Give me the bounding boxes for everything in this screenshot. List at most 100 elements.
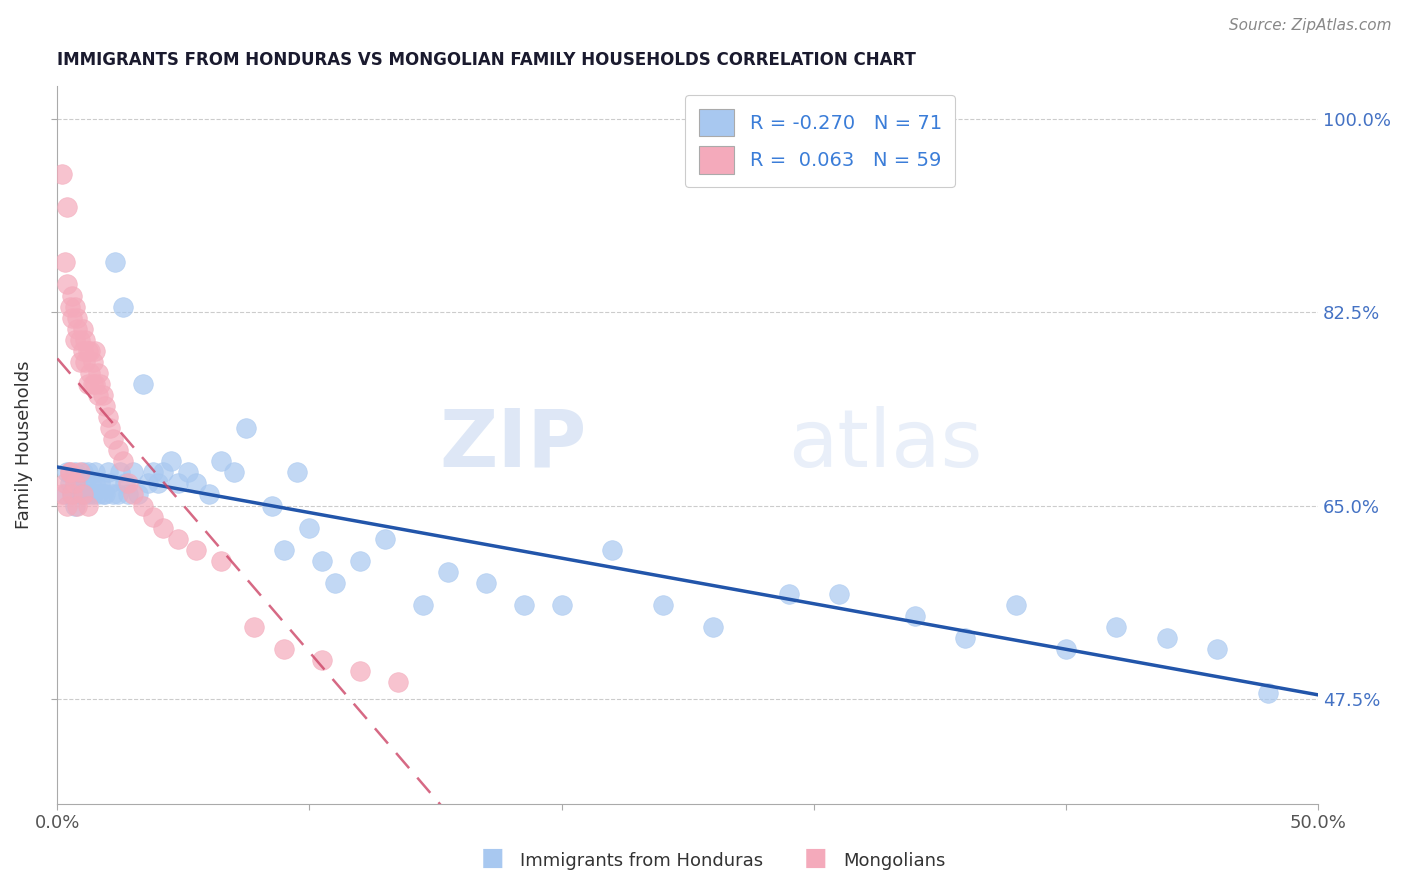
- Point: [1206, 642, 1229, 657]
- Point: [51, 167, 73, 181]
- Point: [63, 476, 86, 491]
- Point: [243, 620, 266, 634]
- Point: [73, 333, 96, 347]
- Point: [98, 421, 121, 435]
- Point: [97, 466, 120, 480]
- Point: [72, 343, 94, 358]
- Point: [79, 476, 101, 491]
- Point: [1257, 686, 1279, 700]
- Point: [51, 487, 73, 501]
- Text: Source: ZipAtlas.com: Source: ZipAtlas.com: [1229, 18, 1392, 33]
- Point: [702, 620, 724, 634]
- Point: [1156, 631, 1178, 645]
- Text: Mongolians: Mongolians: [844, 852, 946, 870]
- Point: [475, 575, 498, 590]
- Point: [59, 466, 82, 480]
- Point: [1105, 620, 1128, 634]
- Point: [1054, 642, 1077, 657]
- Point: [69, 333, 91, 347]
- Text: ■: ■: [481, 846, 503, 870]
- Point: [222, 466, 245, 480]
- Point: [94, 399, 117, 413]
- Point: [72, 466, 94, 480]
- Point: [69, 355, 91, 369]
- Point: [122, 466, 145, 480]
- Point: [349, 554, 371, 568]
- Point: [114, 476, 136, 491]
- Point: [86, 388, 108, 402]
- Point: [59, 466, 82, 480]
- Point: [311, 554, 333, 568]
- Point: [142, 466, 165, 480]
- Point: [828, 587, 851, 601]
- Text: atlas: atlas: [789, 406, 983, 483]
- Point: [56, 466, 79, 480]
- Point: [152, 466, 174, 480]
- Point: [953, 631, 976, 645]
- Point: [72, 487, 94, 501]
- Point: [62, 288, 84, 302]
- Point: [63, 499, 86, 513]
- Point: [97, 410, 120, 425]
- Point: [76, 376, 98, 391]
- Point: [56, 200, 79, 214]
- Point: [59, 476, 82, 491]
- Point: [209, 554, 232, 568]
- Point: [76, 487, 98, 501]
- Point: [62, 487, 84, 501]
- Point: [101, 487, 124, 501]
- Point: [127, 487, 149, 501]
- Point: [550, 598, 572, 612]
- Point: [600, 542, 623, 557]
- Point: [273, 542, 295, 557]
- Text: IMMIGRANTS FROM HONDURAS VS MONGOLIAN FAMILY HOUSEHOLDS CORRELATION CHART: IMMIGRANTS FROM HONDURAS VS MONGOLIAN FA…: [58, 51, 917, 69]
- Point: [89, 376, 111, 391]
- Text: Immigrants from Honduras: Immigrants from Honduras: [520, 852, 763, 870]
- Point: [94, 487, 117, 501]
- Text: ZIP: ZIP: [440, 406, 586, 483]
- Point: [91, 487, 114, 501]
- Point: [387, 675, 409, 690]
- Point: [63, 300, 86, 314]
- Point: [84, 476, 107, 491]
- Point: [53, 255, 76, 269]
- Point: [82, 355, 104, 369]
- Text: ■: ■: [804, 846, 827, 870]
- Point: [72, 321, 94, 335]
- Point: [53, 487, 76, 501]
- Point: [86, 487, 108, 501]
- Point: [184, 476, 207, 491]
- Point: [73, 355, 96, 369]
- Point: [66, 476, 89, 491]
- Point: [311, 653, 333, 667]
- Point: [184, 542, 207, 557]
- Point: [84, 466, 107, 480]
- Point: [117, 487, 139, 501]
- Point: [111, 454, 134, 468]
- Point: [651, 598, 673, 612]
- Point: [146, 476, 169, 491]
- Point: [76, 466, 98, 480]
- Point: [260, 499, 283, 513]
- Point: [59, 300, 82, 314]
- Point: [62, 310, 84, 325]
- Point: [136, 476, 159, 491]
- Point: [349, 665, 371, 679]
- Point: [235, 421, 257, 435]
- Point: [110, 466, 132, 480]
- Point: [111, 300, 134, 314]
- Point: [98, 476, 121, 491]
- Point: [63, 466, 86, 480]
- Point: [56, 277, 79, 292]
- Point: [132, 376, 155, 391]
- Point: [72, 487, 94, 501]
- Point: [117, 476, 139, 491]
- Point: [79, 343, 101, 358]
- Point: [513, 598, 536, 612]
- Point: [167, 532, 190, 546]
- Point: [152, 521, 174, 535]
- Point: [285, 466, 308, 480]
- Point: [323, 575, 346, 590]
- Y-axis label: Family Households: Family Households: [15, 360, 32, 529]
- Point: [209, 454, 232, 468]
